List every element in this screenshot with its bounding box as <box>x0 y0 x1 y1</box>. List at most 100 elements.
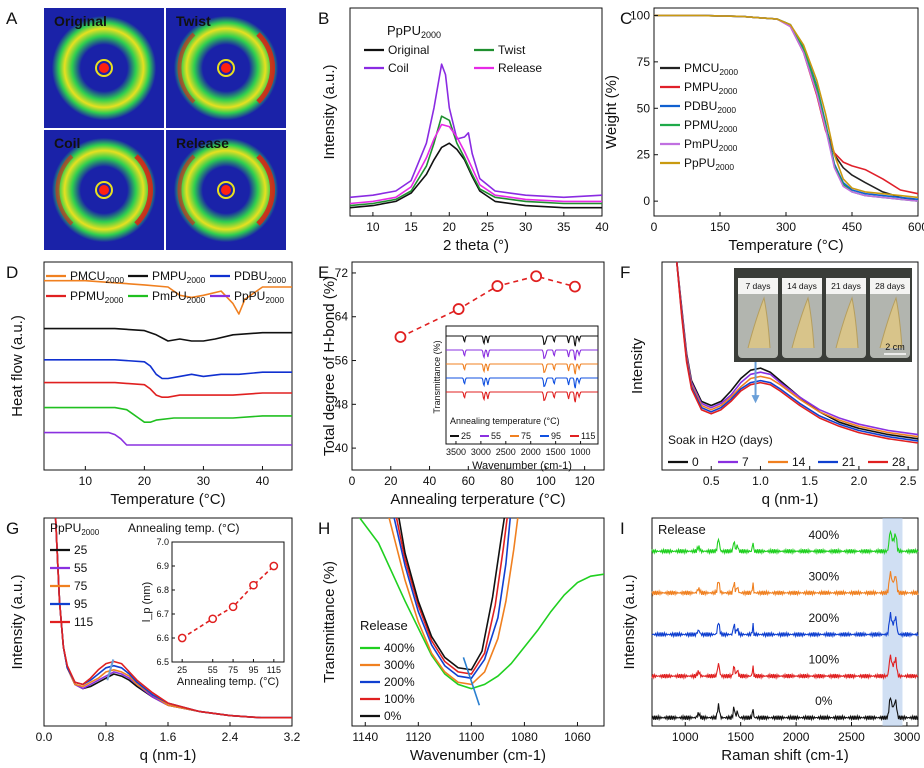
inset-series <box>446 349 598 361</box>
plot-frame <box>661 261 919 471</box>
series-line <box>651 654 919 680</box>
legend-label: 0% <box>384 709 402 723</box>
vial-label: 21 days <box>831 281 861 291</box>
legend-label: 7 <box>742 455 749 469</box>
x-tick-label: 3500 <box>446 447 466 457</box>
x-tick-label: 35 <box>557 220 571 234</box>
legend-label: 21 <box>842 455 856 469</box>
series-line <box>349 142 602 209</box>
panel-letter: D <box>6 263 18 282</box>
legend-label: 0 <box>692 455 699 469</box>
x-tick-label: 1.6 <box>160 730 177 744</box>
legend-label: 95 <box>551 431 561 441</box>
beam-center <box>221 185 231 195</box>
legend-label: PMCU2000 <box>70 269 124 285</box>
legend-label: 28 <box>892 455 906 469</box>
legend-label: 400% <box>384 641 415 655</box>
panel-letter: A <box>6 9 18 28</box>
legend-label: 75 <box>521 431 531 441</box>
x-tick-label: 10 <box>79 474 93 488</box>
x-tick-label: 2500 <box>496 447 516 457</box>
legend-title: Release <box>360 618 408 633</box>
trend-arrowhead <box>751 395 760 404</box>
x-tick-label: 25 <box>177 665 187 675</box>
y-tick-label: 6.9 <box>156 561 169 571</box>
series-line <box>44 327 292 342</box>
series-line <box>651 571 919 597</box>
x-tick-label: 15 <box>404 220 418 234</box>
scattering-arc <box>134 154 154 226</box>
x-axis-label: q (nm-1) <box>140 747 197 764</box>
series-line <box>651 529 919 556</box>
data-point <box>394 331 407 343</box>
series-line <box>398 518 506 671</box>
legend-label: PpPU2000 <box>684 156 734 172</box>
panel-letter: F <box>620 263 630 282</box>
scale-label: 2 cm <box>885 342 905 352</box>
y-tick-label: 25 <box>637 148 651 162</box>
inset-y-label: l_p (nm) <box>141 582 153 622</box>
panel-letter: B <box>318 9 329 28</box>
y-axis-label: Transmittance (%) <box>321 561 338 683</box>
pattern-label: Release <box>176 135 229 151</box>
series-line <box>651 611 919 639</box>
vial-label: 28 days <box>875 281 905 291</box>
plot-frame <box>651 517 919 727</box>
legend-label: PmPU2000 <box>152 289 206 305</box>
x-tick-label: 10 <box>366 220 380 234</box>
legend-label: 55 <box>74 561 88 575</box>
legend-label: PPMU2000 <box>70 289 124 305</box>
legend-label: Coil <box>388 61 409 75</box>
y-tick-label: 64 <box>335 310 349 324</box>
inset-series <box>446 391 598 403</box>
y-axis-label: Intensity <box>629 338 646 394</box>
y-axis-label: Total degree of H-bond (%) <box>321 276 338 456</box>
scattering-arc <box>256 154 276 226</box>
vial-cap <box>738 278 778 294</box>
x-tick-label: 20 <box>443 220 457 234</box>
y-axis-label: Heat flow (a.u.) <box>9 315 26 417</box>
legend-label: PDBU2000 <box>684 99 736 115</box>
legend-label: Original <box>388 43 429 57</box>
plot-area <box>358 518 604 690</box>
legend-label: PMPU2000 <box>684 80 738 96</box>
legend-label: PMPU2000 <box>152 269 206 285</box>
sample-strip <box>747 296 771 349</box>
x-tick-label: 1500 <box>727 730 754 744</box>
data-point <box>208 614 218 624</box>
x-tick-label: 1.0 <box>752 474 769 488</box>
legend-label: 75 <box>74 579 88 593</box>
x-tick-label: 40 <box>256 474 270 488</box>
x-tick-label: 60 <box>462 474 476 488</box>
x-axis-label: Temperature (°C) <box>110 491 225 508</box>
x-tick-label: 2.5 <box>900 474 917 488</box>
panel-letter: G <box>6 519 19 538</box>
plot-frame <box>349 7 603 217</box>
x-axis-label: 2 theta (°) <box>443 237 509 254</box>
pattern-label: Coil <box>54 135 80 151</box>
series-line <box>44 431 292 446</box>
data-point <box>530 270 543 283</box>
legend-label: PPMU2000 <box>684 118 738 134</box>
chart-title: PpPU2000 <box>387 23 441 40</box>
x-tick-label: 0.0 <box>36 730 53 744</box>
data-point <box>177 633 187 643</box>
legend-label: 115 <box>581 431 595 441</box>
x-tick-label: 0.5 <box>703 474 720 488</box>
inset-legend-title: Annealing temperature (°C) <box>450 416 560 426</box>
x-tick-label: 3000 <box>894 730 921 744</box>
y-tick-label: 100 <box>630 8 650 22</box>
x-tick-label: 0 <box>349 474 356 488</box>
x-tick-label: 1100 <box>458 730 484 744</box>
legend-label: 25 <box>74 543 88 557</box>
vial-cap <box>782 278 822 294</box>
data-point <box>491 280 504 292</box>
legend-title: Soak in H2O (days) <box>668 433 773 447</box>
y-tick-label: 48 <box>335 397 349 411</box>
legend-label: 100% <box>384 692 415 706</box>
x-tick-label: 25 <box>481 220 495 234</box>
y-tick-label: 75 <box>637 55 651 69</box>
legend-label: Twist <box>498 43 526 57</box>
x-tick-label: 55 <box>208 665 218 675</box>
series-label: 200% <box>808 611 839 625</box>
